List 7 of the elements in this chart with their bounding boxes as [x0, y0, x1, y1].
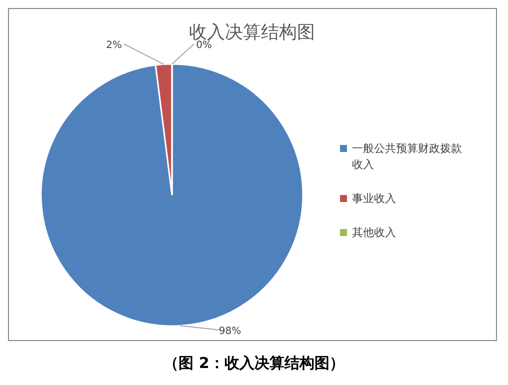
legend-label: 其他收入 [352, 226, 396, 239]
legend-label: 一般公共预算财政拨款收入 [352, 142, 462, 171]
data-label: 2% [106, 40, 122, 51]
legend-label: 事业收入 [352, 192, 396, 205]
data-label: 98% [218, 326, 242, 337]
text: （图 2：收入决算结构图） [164, 354, 344, 372]
text: 0% [196, 40, 212, 51]
